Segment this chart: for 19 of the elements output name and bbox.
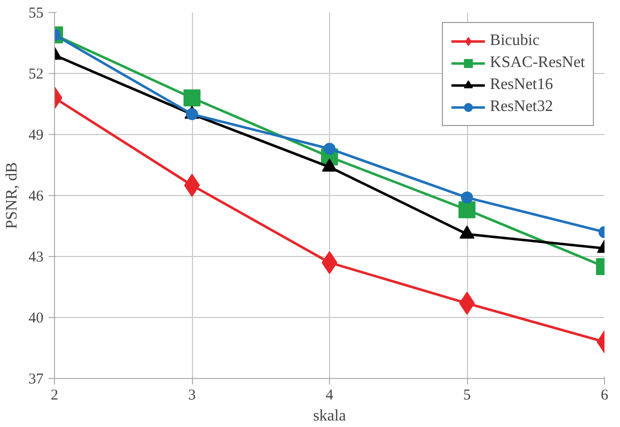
x-tick-label: 6 [600,388,609,404]
x-tick-label: 3 [188,388,196,404]
y-tick-label: 55 [28,6,44,22]
x-axis-title: skala [313,408,346,424]
x-tick-label: 5 [463,388,471,404]
y-tick-label: 43 [28,250,44,266]
y-tick-label: 52 [28,66,44,82]
x-tick-label: 2 [50,388,58,404]
x-tick-label: 4 [326,388,334,404]
legend-label: Bicubic [490,32,540,50]
y-axis-title: PSNR, dB [4,162,20,229]
legend-label: ResNet32 [490,98,553,116]
point [324,142,336,155]
y-tick-label: 46 [28,188,44,204]
legend-label: ResNet16 [490,76,553,94]
y-tick-label: 49 [28,128,44,144]
y-tick-label: 37 [28,372,44,388]
legend-label: KSAC-ResNet [490,54,585,72]
y-tick-label: 40 [28,310,44,326]
